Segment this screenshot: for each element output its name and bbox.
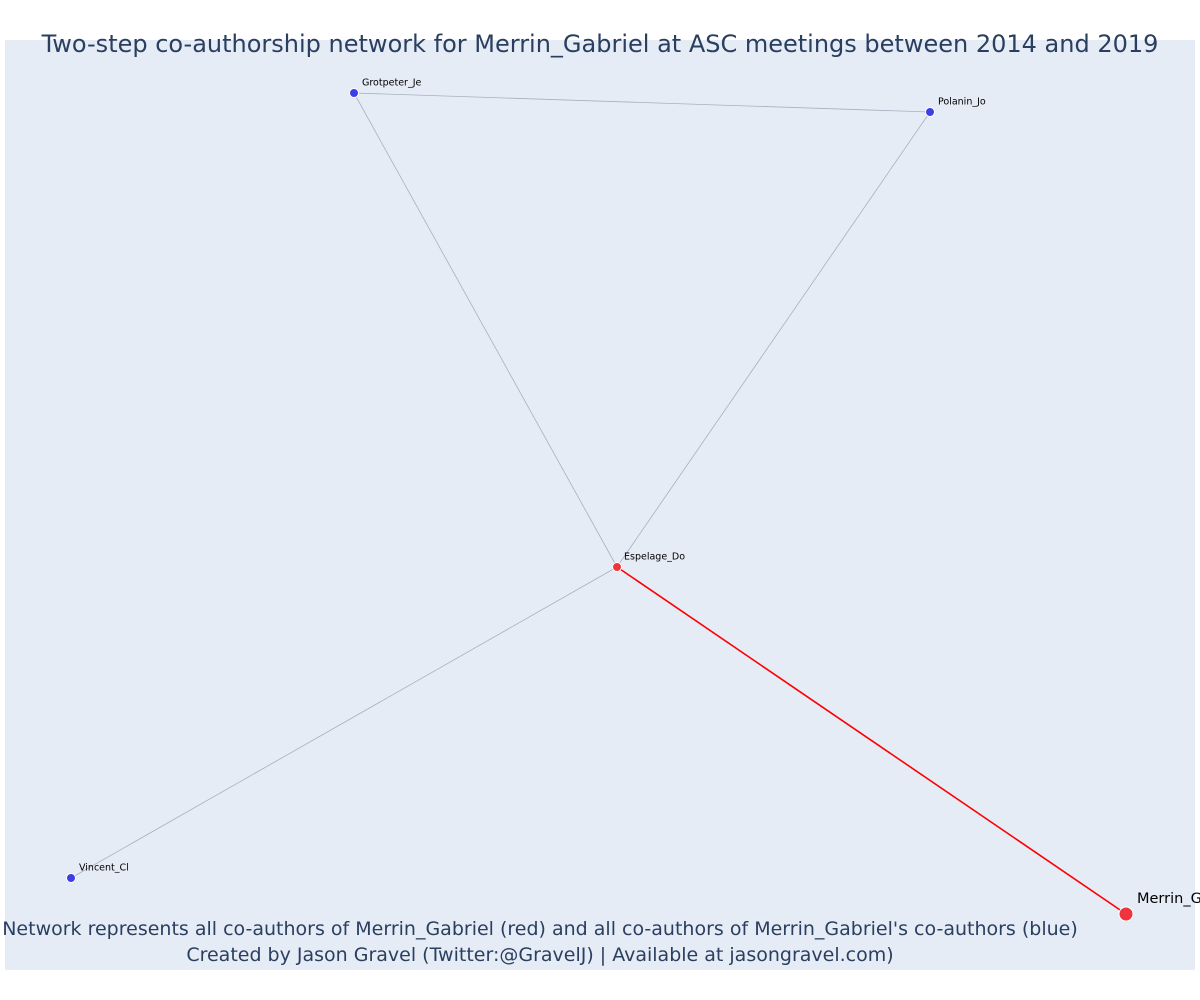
caption-line-2: Created by Jason Gravel (Twitter:@Gravel… (186, 944, 894, 966)
edge-Espelage_Do-Vincent_Cl (70, 566, 618, 879)
node-Espelage_Do[interactable] (612, 562, 622, 572)
node-label-Merrin_Gabriel: Merrin_Gabriel (1137, 891, 1200, 907)
node-label-Grotpeter_Je: Grotpeter_Je (362, 77, 421, 88)
edge-Grotpeter_Je-Espelage_Do (353, 92, 618, 568)
node-Grotpeter_Je[interactable] (349, 88, 359, 98)
node-Merrin_Gabriel[interactable] (1118, 906, 1134, 922)
node-label-Espelage_Do: Espelage_Do (624, 551, 685, 562)
node-Polanin_Jo[interactable] (925, 107, 935, 117)
plot-background (5, 40, 1195, 970)
caption-line-1: Network represents all co-authors of Mer… (2, 918, 1078, 940)
edges-layer (70, 92, 1127, 915)
node-label-Vincent_Cl: Vincent_Cl (79, 862, 129, 873)
nodes-layer (66, 88, 1134, 922)
chart-title: Two-step co-authorship network for Merri… (41, 30, 1159, 58)
node-Vincent_Cl[interactable] (66, 873, 76, 883)
labels-layer: Grotpeter_Je Polanin_Jo Espelage_Do Vincent… (79, 77, 1200, 907)
edge-Espelage_Do-Merrin_Gabriel (616, 566, 1127, 915)
edge-Grotpeter_Je-Polanin_Jo (353, 92, 931, 113)
node-label-Polanin_Jo: Polanin_Jo (938, 96, 986, 107)
edge-Polanin_Jo-Espelage_Do (616, 111, 931, 568)
